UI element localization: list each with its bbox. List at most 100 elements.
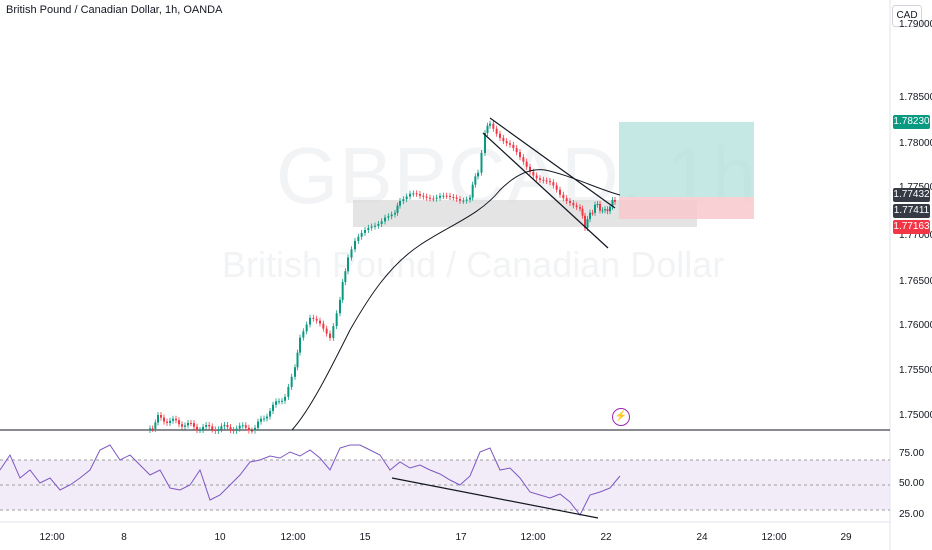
candle-body: [377, 223, 380, 226]
candle-body: [269, 410, 271, 417]
candle-body: [332, 326, 335, 338]
candle-body: [591, 212, 594, 214]
candle-body: [532, 171, 535, 176]
candle-body: [469, 197, 471, 200]
rsi-label: 50.00: [899, 478, 925, 489]
candle-body: [232, 430, 235, 432]
candle-body: [260, 418, 262, 422]
candle-body: [594, 204, 596, 213]
candle-body: [299, 337, 301, 353]
candle-body: [509, 143, 511, 145]
time-label: 12:00: [761, 532, 787, 543]
candle-body: [581, 208, 584, 216]
time-label: 15: [359, 532, 371, 543]
candle-body: [329, 333, 331, 338]
candle-body: [569, 201, 571, 203]
candle-body: [350, 249, 353, 258]
candle-body: [606, 209, 609, 212]
candle-body: [160, 415, 162, 418]
candle-body: [199, 429, 201, 431]
candle-body: [512, 144, 515, 149]
candle-body: [157, 415, 159, 423]
candle-body: [247, 427, 250, 431]
candle-body: [374, 225, 376, 227]
time-label: 24: [696, 532, 708, 543]
rsi-line: [0, 444, 621, 516]
candle-body: [394, 212, 396, 215]
candle-body: [315, 318, 318, 321]
price-label: 1.75500: [899, 365, 932, 376]
candle-body: [484, 132, 486, 153]
candle-body: [459, 198, 461, 201]
candle-body: [599, 203, 601, 211]
candle-body: [586, 219, 589, 228]
currency-button[interactable]: CAD: [892, 5, 922, 27]
candle-body: [409, 193, 411, 197]
candle-body: [335, 313, 338, 327]
candle-body: [525, 161, 528, 167]
channel-upper-line[interactable]: [489, 117, 616, 209]
candle-body: [492, 123, 495, 129]
candle-body: [422, 195, 425, 197]
candle-body: [549, 181, 551, 183]
candle-body: [190, 422, 192, 424]
candle-body: [465, 199, 468, 201]
candle-body: [302, 331, 305, 338]
candle-body: [181, 424, 183, 427]
candle-body: [474, 176, 477, 185]
price-label: 1.76000: [899, 320, 932, 331]
chart-title: British Pound / Canadian Dollar, 1h, OAN…: [6, 4, 223, 16]
candle-body: [278, 401, 280, 403]
candle-body: [545, 180, 548, 182]
price-label: 1.79000: [899, 19, 932, 30]
candle-body: [555, 185, 558, 190]
candle-body: [402, 199, 405, 201]
candle-body: [187, 422, 189, 426]
candle-body: [412, 193, 415, 195]
candle-body: [154, 422, 157, 429]
candle-body: [238, 425, 241, 429]
candle-body: [290, 376, 293, 387]
candle-body: [455, 197, 458, 199]
candle-body: [399, 200, 401, 206]
candle-body: [272, 404, 274, 411]
price-label: 1.78500: [899, 92, 932, 103]
candle-body: [529, 166, 531, 172]
candle-body: [163, 417, 165, 422]
candle-body: [151, 428, 154, 430]
candle-body: [502, 137, 505, 142]
candle-body: [220, 426, 223, 430]
channel-lower-line[interactable]: [482, 132, 609, 249]
candle-body: [287, 386, 290, 397]
candle-body: [223, 425, 226, 427]
candle-body: [604, 209, 606, 211]
candle-body: [505, 141, 508, 144]
candle-body: [552, 182, 555, 186]
stop-loss-zone[interactable]: [619, 197, 754, 219]
candle-body: [562, 194, 565, 199]
candle-body: [415, 193, 418, 195]
candle-body: [572, 202, 575, 206]
candle-body: [579, 207, 581, 209]
candle-body: [535, 175, 538, 179]
rsi-divergence-line[interactable]: [391, 477, 599, 519]
candle-body: [559, 189, 561, 195]
candle-body: [425, 196, 428, 198]
candle-body: [370, 226, 373, 228]
lightning-bolt-icon[interactable]: ⚡: [612, 408, 630, 426]
candle-body: [294, 367, 296, 377]
candle-body: [542, 179, 545, 181]
candle-body: [489, 123, 491, 126]
candle-body: [319, 320, 321, 324]
candle-body: [462, 200, 465, 202]
take-profit-zone[interactable]: [619, 122, 754, 197]
candle-body: [208, 425, 211, 427]
candles-group[interactable]: [149, 120, 616, 434]
candle-body: [244, 425, 247, 428]
time-label: 12:00: [280, 532, 306, 543]
candle-body: [235, 428, 238, 431]
candle-body: [339, 299, 341, 314]
time-label: 29: [840, 532, 852, 543]
